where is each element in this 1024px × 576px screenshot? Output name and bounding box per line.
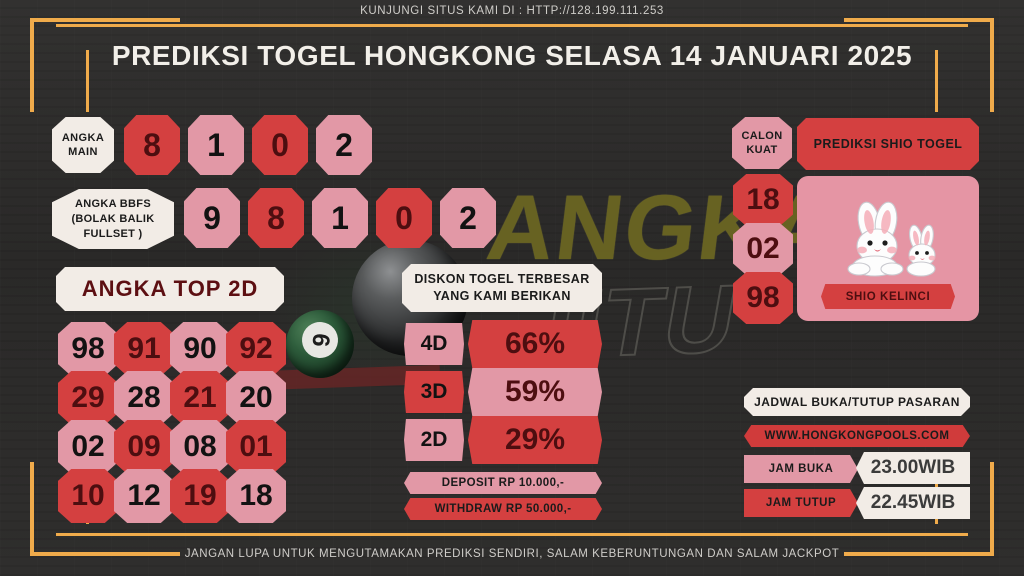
footer-note: JANGAN LUPA UNTUK MENGUTAMAKAN PREDIKSI … bbox=[184, 548, 840, 560]
angka-main-digit: 8 bbox=[124, 115, 180, 175]
jadwal-heading: JADWAL BUKA/TUTUP PASARAN bbox=[744, 388, 970, 416]
diskon-label-3d: 3D bbox=[404, 371, 464, 413]
top-banner-text: KUNJUNGI SITUS KAMI DI : HTTP://128.199.… bbox=[360, 5, 664, 17]
shio-zodiac-panel: SHIO KELINCI bbox=[797, 176, 979, 321]
angka-bbfs-digit: 2 bbox=[440, 188, 496, 248]
frame-bottom-rule bbox=[56, 533, 968, 536]
billiard-ball-green: 6 bbox=[286, 310, 354, 378]
top2d-cell: 12 bbox=[114, 469, 174, 523]
angka-bbfs-digit: 0 bbox=[376, 188, 432, 248]
top2d-cell: 10 bbox=[58, 469, 118, 523]
shio-number: 98 bbox=[733, 272, 793, 324]
top2d-cell: 21 bbox=[170, 371, 230, 425]
angka-main-digit: 0 bbox=[252, 115, 308, 175]
shio-zodiac-name: SHIO KELINCI bbox=[821, 284, 955, 309]
top2d-cell: 98 bbox=[58, 322, 118, 376]
diskon-heading: DISKON TOGEL TERBESAR YANG KAMI BERIKAN bbox=[402, 264, 602, 312]
angka-bbfs-label: ANGKA BBFS (BOLAK BALIK FULLSET ) bbox=[52, 189, 174, 249]
angka-top-2d-heading: ANGKA TOP 2D bbox=[56, 267, 284, 311]
top2d-cell: 19 bbox=[170, 469, 230, 523]
top2d-cell: 28 bbox=[114, 371, 174, 425]
diskon-label-4d: 4D bbox=[404, 323, 464, 365]
shio-number: 18 bbox=[733, 174, 793, 226]
diskon-value-3d: 59% bbox=[468, 368, 602, 416]
jam-tutup-label: JAM TUTUP bbox=[744, 489, 858, 517]
top2d-cell: 90 bbox=[170, 322, 230, 376]
ball-number-label: 6 bbox=[300, 320, 340, 360]
angka-main-label-line1: ANGKA bbox=[61, 132, 105, 144]
jam-buka-value: 23.00WIB bbox=[856, 452, 970, 484]
diskon-label-2d: 2D bbox=[404, 419, 464, 461]
angka-bbfs-label-line2: (BOLAK BALIK bbox=[71, 212, 155, 225]
frame-corner-br-v bbox=[990, 462, 994, 556]
top2d-cell: 92 bbox=[226, 322, 286, 376]
diskon-heading-line2: YANG KAMI BERIKAN bbox=[433, 289, 571, 303]
angka-bbfs-label-line1: ANGKA BBFS bbox=[75, 197, 151, 210]
withdraw-banner: WITHDRAW RP 50.000,- bbox=[404, 498, 602, 520]
angka-main-digit: 2 bbox=[316, 115, 372, 175]
angka-bbfs-digit: 8 bbox=[248, 188, 304, 248]
diskon-value-2d: 29% bbox=[468, 416, 602, 464]
top2d-cell: 01 bbox=[226, 420, 286, 474]
deposit-banner: DEPOSIT RP 10.000,- bbox=[404, 472, 602, 494]
frame-corner-bl-v bbox=[30, 462, 34, 556]
calon-kuat-line2: KUAT bbox=[746, 144, 778, 156]
angka-main-label-line2: MAIN bbox=[68, 146, 98, 158]
top2d-cell: 09 bbox=[114, 420, 174, 474]
page-title: PREDIKSI TOGEL HONGKONG SELASA 14 JANUAR… bbox=[111, 40, 913, 71]
calon-kuat-label: CALON KUAT bbox=[732, 117, 792, 169]
diskon-heading-line1: DISKON TOGEL TERBESAR bbox=[414, 272, 590, 286]
frame-top-rule bbox=[56, 24, 968, 27]
shio-number: 02 bbox=[733, 223, 793, 275]
top2d-cell: 08 bbox=[170, 420, 230, 474]
top2d-cell: 20 bbox=[226, 371, 286, 425]
rabbit-icon bbox=[847, 201, 936, 277]
jam-tutup-value: 22.45WIB bbox=[856, 487, 970, 519]
angka-bbfs-label-line3: FULLSET ) bbox=[83, 227, 143, 240]
angka-main-label: ANGKA MAIN bbox=[52, 117, 114, 173]
angka-main-digit: 1 bbox=[188, 115, 244, 175]
top-banner: KUNJUNGI SITUS KAMI DI : HTTP://128.199.… bbox=[0, 0, 1024, 22]
jadwal-website: WWW.HONGKONGPOOLS.COM bbox=[744, 425, 970, 447]
angka-bbfs-digit: 1 bbox=[312, 188, 368, 248]
top2d-cell: 18 bbox=[226, 469, 286, 523]
jam-buka-label: JAM BUKA bbox=[744, 455, 858, 483]
diskon-value-4d: 66% bbox=[468, 320, 602, 368]
top2d-cell: 91 bbox=[114, 322, 174, 376]
top2d-cell: 29 bbox=[58, 371, 118, 425]
shio-heading: PREDIKSI SHIO TOGEL bbox=[797, 118, 979, 170]
angka-bbfs-digit: 9 bbox=[184, 188, 240, 248]
calon-kuat-line1: CALON bbox=[741, 130, 783, 142]
top2d-cell: 02 bbox=[58, 420, 118, 474]
